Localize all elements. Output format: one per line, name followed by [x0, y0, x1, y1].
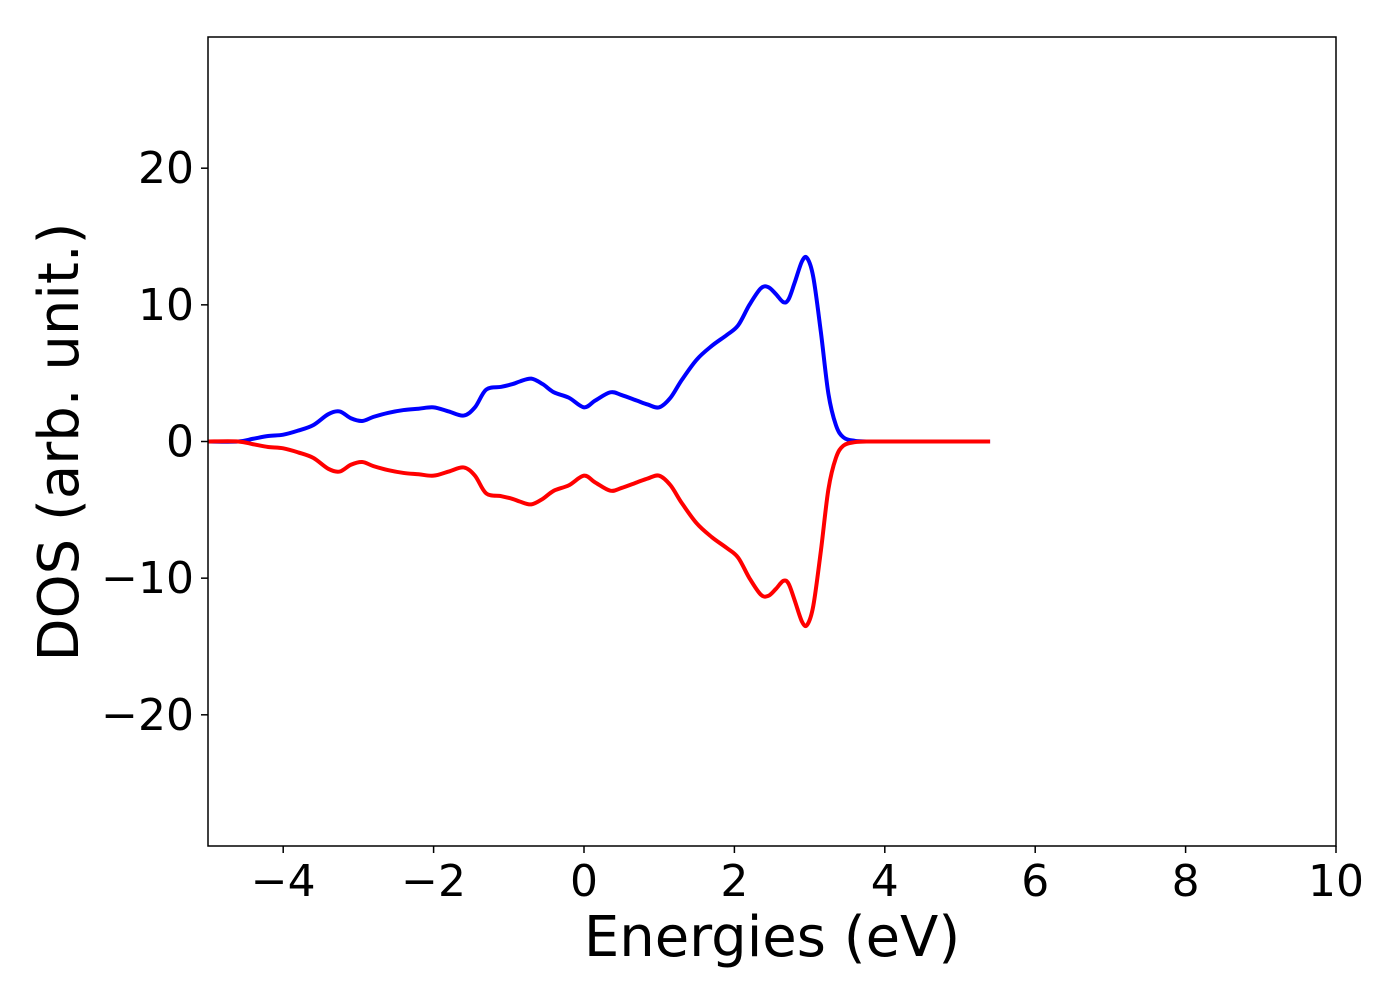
series-line-spin-up [208, 254, 991, 444]
x-tick-label: 8 [1172, 856, 1200, 907]
x-tick-label: −4 [251, 856, 316, 907]
series-layer [208, 254, 991, 629]
x-tick-label: 2 [720, 856, 748, 907]
y-axis-title: DOS (arb. unit.) [27, 222, 92, 661]
x-tick-label: 6 [1021, 856, 1049, 907]
y-tick-label: 0 [166, 417, 194, 468]
y-tick-label: −20 [101, 690, 194, 741]
x-axis: −4 −2 0 2 4 6 8 10 [251, 846, 1364, 907]
x-tick-label: 4 [871, 856, 899, 907]
y-tick-label: −10 [101, 553, 194, 604]
plot-background [208, 37, 1336, 846]
x-tick-label: −2 [401, 856, 466, 907]
x-tick-label: 10 [1308, 856, 1364, 907]
y-tick-label: 10 [138, 280, 194, 331]
y-tick-label: 20 [138, 143, 194, 194]
y-axis: −20 −10 0 10 20 [101, 143, 208, 741]
x-tick-label: 0 [570, 856, 598, 907]
x-axis-title: Energies (eV) [584, 905, 960, 970]
series-line-spin-down [208, 439, 991, 629]
